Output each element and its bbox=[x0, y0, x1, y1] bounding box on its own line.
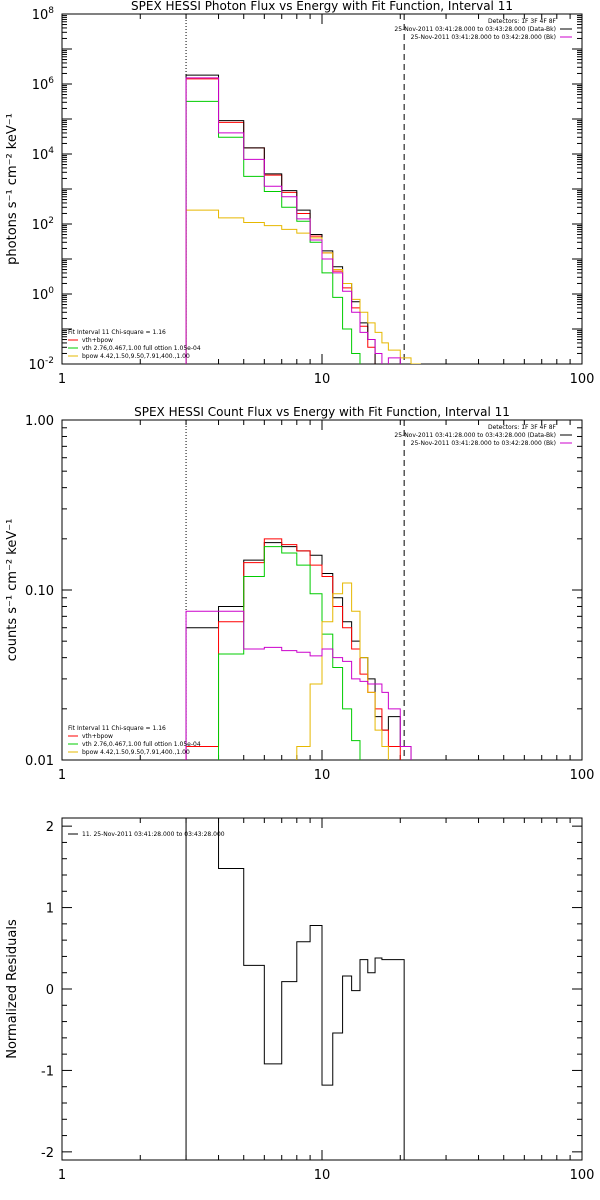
series-step-2 bbox=[185, 74, 376, 364]
legend-entry: Fit Interval 11 Chi-square = 1.16 bbox=[68, 725, 166, 732]
header-line: 25-Nov-2011 03:41:28.000 to 03:43:28.000… bbox=[394, 432, 556, 439]
chart-panel-2: SPEX HESSI Count Flux vs Energy with Fit… bbox=[5, 405, 594, 783]
legend-entry: 11. 25-Nov-2011 03:41:28.000 to 03:43:28… bbox=[82, 831, 225, 838]
x-tick-label: 10 bbox=[314, 768, 331, 783]
x-tick-label: 10 bbox=[314, 1168, 331, 1183]
series-step-2 bbox=[185, 538, 401, 760]
y-tick-label: 1.00 bbox=[25, 414, 54, 429]
chart-title: SPEX HESSI Count Flux vs Energy with Fit… bbox=[134, 405, 510, 419]
series-step-4 bbox=[185, 209, 421, 364]
header-line: Detectors: 1F 3F 4F 8F bbox=[488, 424, 557, 431]
x-tick-label: 1 bbox=[58, 372, 66, 387]
series-step-3 bbox=[185, 100, 361, 364]
x-tick-label: 1 bbox=[58, 1168, 66, 1183]
x-tick-label: 1 bbox=[58, 768, 66, 783]
y-tick-label: -1 bbox=[41, 1064, 54, 1079]
legend-entry: vth+bpow bbox=[82, 337, 113, 344]
y-tick-label: 100 bbox=[32, 286, 55, 303]
legend-entry: bpow 4.42,1.50,9.50,7.91,400.,1.00 bbox=[82, 353, 190, 360]
header-line: Detectors: 1F 3F 4F 8F bbox=[488, 18, 557, 25]
header-line: 25-Nov-2011 03:41:28.000 to 03:43:28.000… bbox=[394, 26, 556, 33]
y-tick-label: 1 bbox=[46, 902, 54, 917]
legend-entry: Fit Interval 11 Chi-square = 1.16 bbox=[68, 329, 166, 336]
y-tick-label: 10-2 bbox=[28, 356, 54, 373]
series-step-1 bbox=[185, 818, 405, 1160]
chart-panel-1: SPEX HESSI Photon Flux vs Energy with Fi… bbox=[5, 0, 594, 387]
data-series-group bbox=[185, 538, 412, 760]
x-tick-label: 10 bbox=[314, 372, 331, 387]
y-tick-label: 0.10 bbox=[25, 584, 54, 599]
series-step-4 bbox=[296, 582, 389, 760]
y-tick-label: 106 bbox=[32, 76, 55, 93]
y-tick-label: 0.01 bbox=[25, 754, 54, 769]
series-step-1 bbox=[185, 78, 376, 364]
legend-entry: vth 2.76,0.467,1.00 full ottion 1.05e-04 bbox=[82, 741, 201, 748]
axes-frame bbox=[61, 419, 583, 761]
chart-title: SPEX HESSI Photon Flux vs Energy with Fi… bbox=[131, 0, 513, 13]
y-tick-label: 0 bbox=[46, 983, 54, 998]
y-axis-label: counts s⁻¹ cm⁻² keV⁻¹ bbox=[5, 519, 20, 662]
header-line: 25-Nov-2011 03:41:28.000 to 03:42:28.000… bbox=[411, 34, 556, 41]
axes-frame bbox=[61, 13, 583, 365]
series-step-3 bbox=[218, 546, 361, 760]
y-tick-label: 2 bbox=[46, 820, 54, 835]
series-step-5 bbox=[185, 77, 401, 364]
y-tick-label: 102 bbox=[32, 216, 54, 233]
legend-entry: vth+bpow bbox=[82, 733, 113, 740]
header-line: 25-Nov-2011 03:41:28.000 to 03:42:28.000… bbox=[411, 440, 556, 447]
x-tick-label: 100 bbox=[570, 1168, 595, 1183]
y-tick-label: 108 bbox=[32, 6, 55, 23]
legend-entry: vth 2.76,0.467,1.00 full ottion 1.05e-04 bbox=[82, 345, 201, 352]
series-step-1 bbox=[185, 542, 412, 760]
series-step-5 bbox=[185, 610, 412, 760]
x-tick-label: 100 bbox=[570, 768, 595, 783]
y-tick-label: 104 bbox=[32, 146, 55, 163]
y-tick-label: -2 bbox=[41, 1146, 54, 1161]
chart-panel-3: 1 10 100 -2 -1 0 1 2 Normalized Residuals 11. 25-… bbox=[5, 817, 595, 1183]
legend-entry: bpow 4.42,1.50,9.50,7.91,400.,1.00 bbox=[82, 749, 190, 756]
y-axis-label: photons s⁻¹ cm⁻² keV⁻¹ bbox=[5, 113, 20, 265]
y-axis-label: Normalized Residuals bbox=[5, 919, 20, 1059]
x-tick-label: 100 bbox=[570, 372, 595, 387]
data-series-group bbox=[185, 74, 421, 364]
data-series-group bbox=[185, 818, 405, 1160]
